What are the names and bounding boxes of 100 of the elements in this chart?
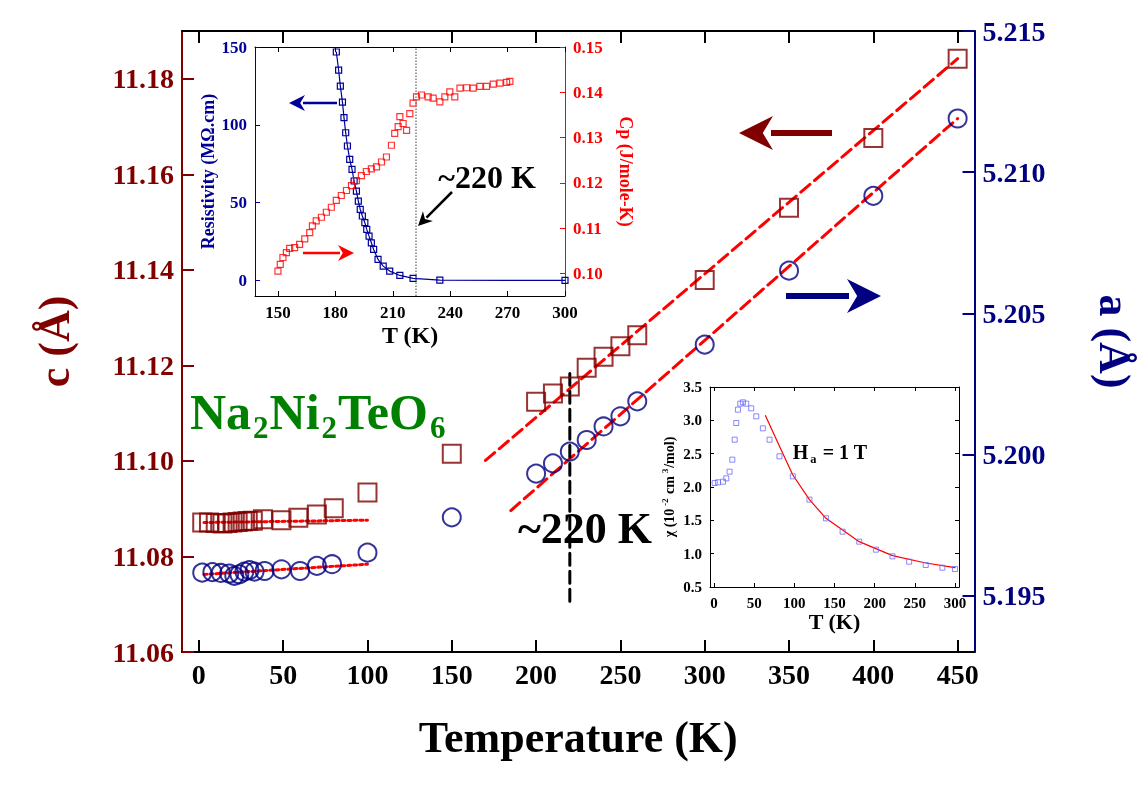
point: [779, 197, 800, 218]
x-axis-title: Temperature (K): [418, 713, 738, 762]
point: [342, 129, 350, 137]
x-tick-label: 300: [552, 303, 578, 322]
point: [202, 562, 223, 583]
point: [306, 229, 314, 237]
point: [322, 554, 343, 575]
point: [694, 334, 715, 355]
x-tick-label: 50: [746, 594, 762, 611]
point: [906, 558, 913, 565]
x-tick-label: 180: [322, 303, 349, 322]
y-tick-label: 3.5: [683, 379, 702, 395]
x-tick-label: 300: [943, 594, 967, 611]
point: [417, 91, 426, 99]
y-tick-label: 11.14: [112, 254, 174, 286]
annotation: ~220 K: [517, 503, 653, 553]
y2-tick-label: 0.12: [573, 173, 603, 193]
point: [436, 98, 444, 106]
point: [276, 260, 284, 268]
point: [348, 165, 356, 173]
point: [726, 468, 733, 475]
annotation: ~220 K: [438, 159, 536, 195]
point: [338, 98, 347, 106]
point: [367, 165, 375, 173]
point: [372, 163, 381, 171]
point: [733, 420, 740, 426]
point: [753, 413, 760, 420]
point: [306, 555, 327, 576]
point: [357, 482, 378, 503]
point: [362, 167, 370, 176]
point: [271, 559, 292, 580]
point: [254, 560, 275, 581]
point: [506, 77, 514, 86]
point: [496, 79, 504, 87]
point: [561, 276, 569, 285]
point: [396, 271, 404, 280]
point: [593, 416, 614, 437]
x-tick-label: 100: [346, 658, 389, 690]
point: [377, 158, 386, 166]
point: [386, 267, 394, 275]
point: [839, 528, 846, 535]
point: [312, 217, 320, 225]
point: [335, 66, 343, 74]
y2-axis-title: a (Å): [1089, 294, 1139, 389]
point: [482, 82, 491, 90]
y2-tick-label: 5.210: [982, 156, 1046, 188]
point: [340, 114, 348, 122]
point: [947, 108, 968, 129]
point: [252, 509, 273, 530]
y2-tick-label: 5.200: [982, 438, 1046, 470]
point: [922, 562, 929, 568]
point: [212, 513, 233, 534]
x-tick-label: 400: [852, 658, 895, 690]
point: [239, 560, 260, 581]
point: [476, 82, 484, 90]
point: [451, 93, 459, 101]
point: [559, 441, 580, 462]
y-tick-label: 11.18: [112, 63, 174, 95]
point: [441, 93, 449, 101]
point: [237, 511, 258, 532]
point: [559, 376, 580, 397]
point: [723, 475, 730, 482]
point: [694, 269, 715, 290]
point: [627, 325, 648, 346]
point: [889, 553, 896, 560]
point: [436, 276, 444, 284]
point: [399, 119, 407, 128]
point: [357, 542, 378, 563]
point: [301, 235, 309, 243]
point: [429, 94, 437, 102]
x-tick-label: 50: [269, 658, 298, 690]
point: [441, 507, 462, 528]
point: [244, 561, 265, 582]
point: [242, 510, 263, 531]
y-axis-title: c (Å): [30, 295, 79, 388]
point: [224, 565, 245, 586]
y-tick-label: 50: [230, 193, 247, 213]
y-tick-label: 150: [221, 37, 247, 57]
x-tick-label: 0: [710, 594, 718, 611]
point: [352, 187, 361, 195]
y-tick-label: 11.10: [112, 445, 174, 477]
point: [232, 511, 253, 532]
x-axis-title: T (K): [808, 609, 861, 635]
point: [323, 498, 344, 519]
point: [336, 82, 344, 90]
x-tick-label: 250: [903, 594, 927, 611]
point: [759, 425, 766, 432]
point: [863, 128, 884, 148]
point: [370, 245, 378, 254]
point: [365, 232, 373, 240]
point: [822, 515, 829, 522]
y2-tick-label: 0.14: [573, 82, 604, 102]
point: [441, 443, 462, 464]
y-tick-label: 11.16: [112, 158, 174, 190]
point: [576, 357, 597, 378]
point: [720, 478, 727, 485]
point: [463, 84, 471, 92]
point: [711, 480, 718, 486]
x-tick-label: 270: [494, 303, 521, 322]
y-tick-label: 11.06: [112, 636, 174, 668]
